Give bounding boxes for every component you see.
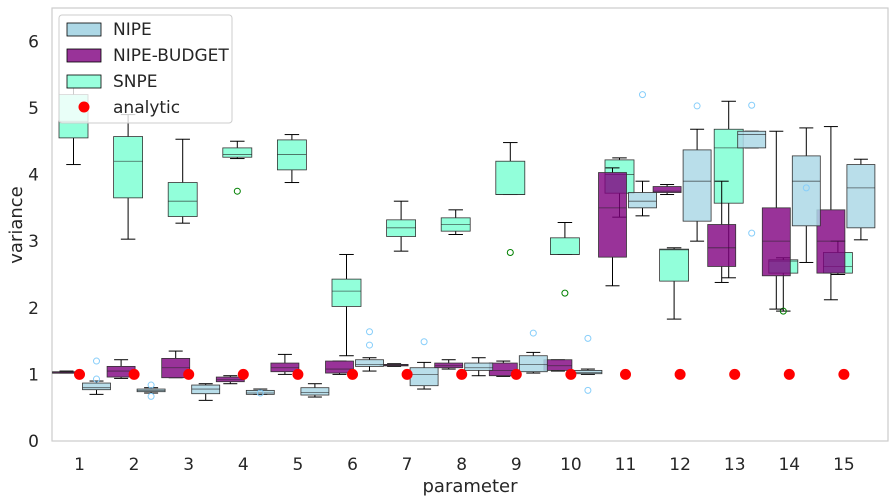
y-tick-label: 4 [28, 166, 39, 186]
legend-marker-analytic [78, 101, 90, 113]
legend-label-snpe: SNPE [113, 72, 158, 92]
y-axis-ticks: 0 1 2 3 4 5 6 [28, 32, 39, 452]
x-tick-label: 10 [560, 455, 582, 475]
analytic-point [183, 368, 195, 380]
nipe-budget-box [707, 224, 737, 267]
analytic-point [783, 368, 795, 380]
snpe-box [495, 160, 526, 195]
nipe-flier [93, 357, 100, 365]
y-tick-label: 2 [28, 299, 39, 319]
x-tick-label: 14 [778, 455, 800, 475]
x-tick-label: 8 [456, 455, 467, 475]
nipe-box [518, 355, 548, 373]
legend-swatch-nipe [66, 22, 102, 37]
x-tick-label: 9 [511, 455, 522, 475]
analytic-point [674, 368, 686, 380]
nipe-box [409, 367, 439, 387]
x-axis-ticks: 1 2 3 4 5 6 7 8 9 10 11 12 13 14 15 [74, 455, 855, 475]
nipe-box [245, 389, 275, 395]
x-tick-label: 15 [833, 455, 855, 475]
legend-swatch-nipe-budget [66, 48, 102, 63]
nipe-budget-box [652, 186, 682, 193]
snpe-box [113, 136, 143, 199]
x-tick-label: 7 [402, 455, 413, 475]
nipe-flier [529, 329, 537, 337]
snpe-box [659, 248, 689, 282]
analytic-points [74, 368, 850, 380]
analytic-point [510, 368, 522, 380]
x-tick-label: 11 [615, 455, 637, 475]
legend-label-nipe: NIPE [113, 20, 152, 40]
nipe-box [737, 130, 767, 149]
y-tick-label: 0 [28, 432, 39, 452]
snpe-flier [561, 289, 569, 297]
y-tick-label: 1 [28, 365, 39, 385]
snpe-box [331, 278, 362, 307]
x-axis-label: parameter [422, 476, 518, 497]
y-axis-label: variance [6, 186, 27, 264]
x-tick-label: 12 [669, 455, 691, 475]
nipe-flier [147, 381, 155, 389]
x-tick-label: 4 [238, 455, 249, 475]
nipe-box [464, 362, 494, 371]
nipe-flier [256, 389, 264, 397]
nipe-box [300, 387, 330, 396]
nipe-budget-box [543, 359, 573, 371]
y-tick-label: 5 [28, 99, 39, 119]
x-tick-label: 3 [183, 455, 194, 475]
nipe-box [846, 164, 876, 229]
y-tick-label: 3 [28, 232, 39, 252]
nipe-flier [802, 184, 810, 192]
snpe-flier [506, 248, 514, 256]
nipe-flier [748, 101, 756, 109]
analytic-point [401, 368, 413, 380]
nipe-flier [366, 341, 373, 349]
analytic-point [347, 368, 358, 380]
snpe-box [167, 182, 198, 217]
x-tick-label: 13 [724, 455, 746, 475]
nipe-flier [420, 338, 428, 346]
analytic-point [237, 368, 249, 380]
analytic-point [620, 368, 631, 380]
legend-swatch-snpe [66, 74, 102, 89]
nipe-flier [366, 328, 373, 336]
nipe-flier [639, 91, 646, 99]
nipe-box [355, 359, 384, 367]
nipe-flier [584, 386, 592, 394]
snpe-box [222, 147, 253, 158]
snpe-flier [779, 307, 787, 315]
legend: NIPE NIPE-BUDGET SNPE analytic [58, 14, 233, 124]
nipe-box [682, 149, 712, 222]
legend-label-nipe-budget: NIPE-BUDGET [113, 46, 229, 66]
nipe-box [628, 192, 657, 209]
x-tick-label: 1 [74, 455, 85, 475]
snpe-box [550, 237, 580, 255]
nipe-flier [93, 375, 100, 383]
analytic-point [565, 368, 577, 380]
analytic-point [838, 368, 850, 380]
analytic-point [74, 368, 85, 380]
nipe-flier [584, 334, 592, 342]
legend-label-analytic: analytic [113, 98, 180, 118]
nipe-budget-box [598, 172, 627, 258]
legend-frame [58, 14, 233, 124]
nipe-budget-box [325, 360, 354, 374]
analytic-point [456, 368, 468, 380]
x-tick-label: 6 [347, 455, 358, 475]
y-tick-label: 6 [28, 32, 39, 52]
x-tick-label: 2 [129, 455, 140, 475]
nipe-budget-box [761, 207, 791, 277]
x-tick-label: 5 [292, 455, 303, 475]
analytic-point [128, 368, 140, 380]
box-layer [52, 87, 876, 401]
nipe-flier [693, 102, 701, 110]
analytic-point [292, 368, 304, 380]
snpe-box [713, 128, 744, 204]
analytic-point [729, 368, 741, 380]
nipe-flier [147, 392, 155, 400]
nipe-flier [748, 229, 756, 237]
snpe-flier [233, 187, 241, 195]
nipe-box [82, 382, 111, 391]
